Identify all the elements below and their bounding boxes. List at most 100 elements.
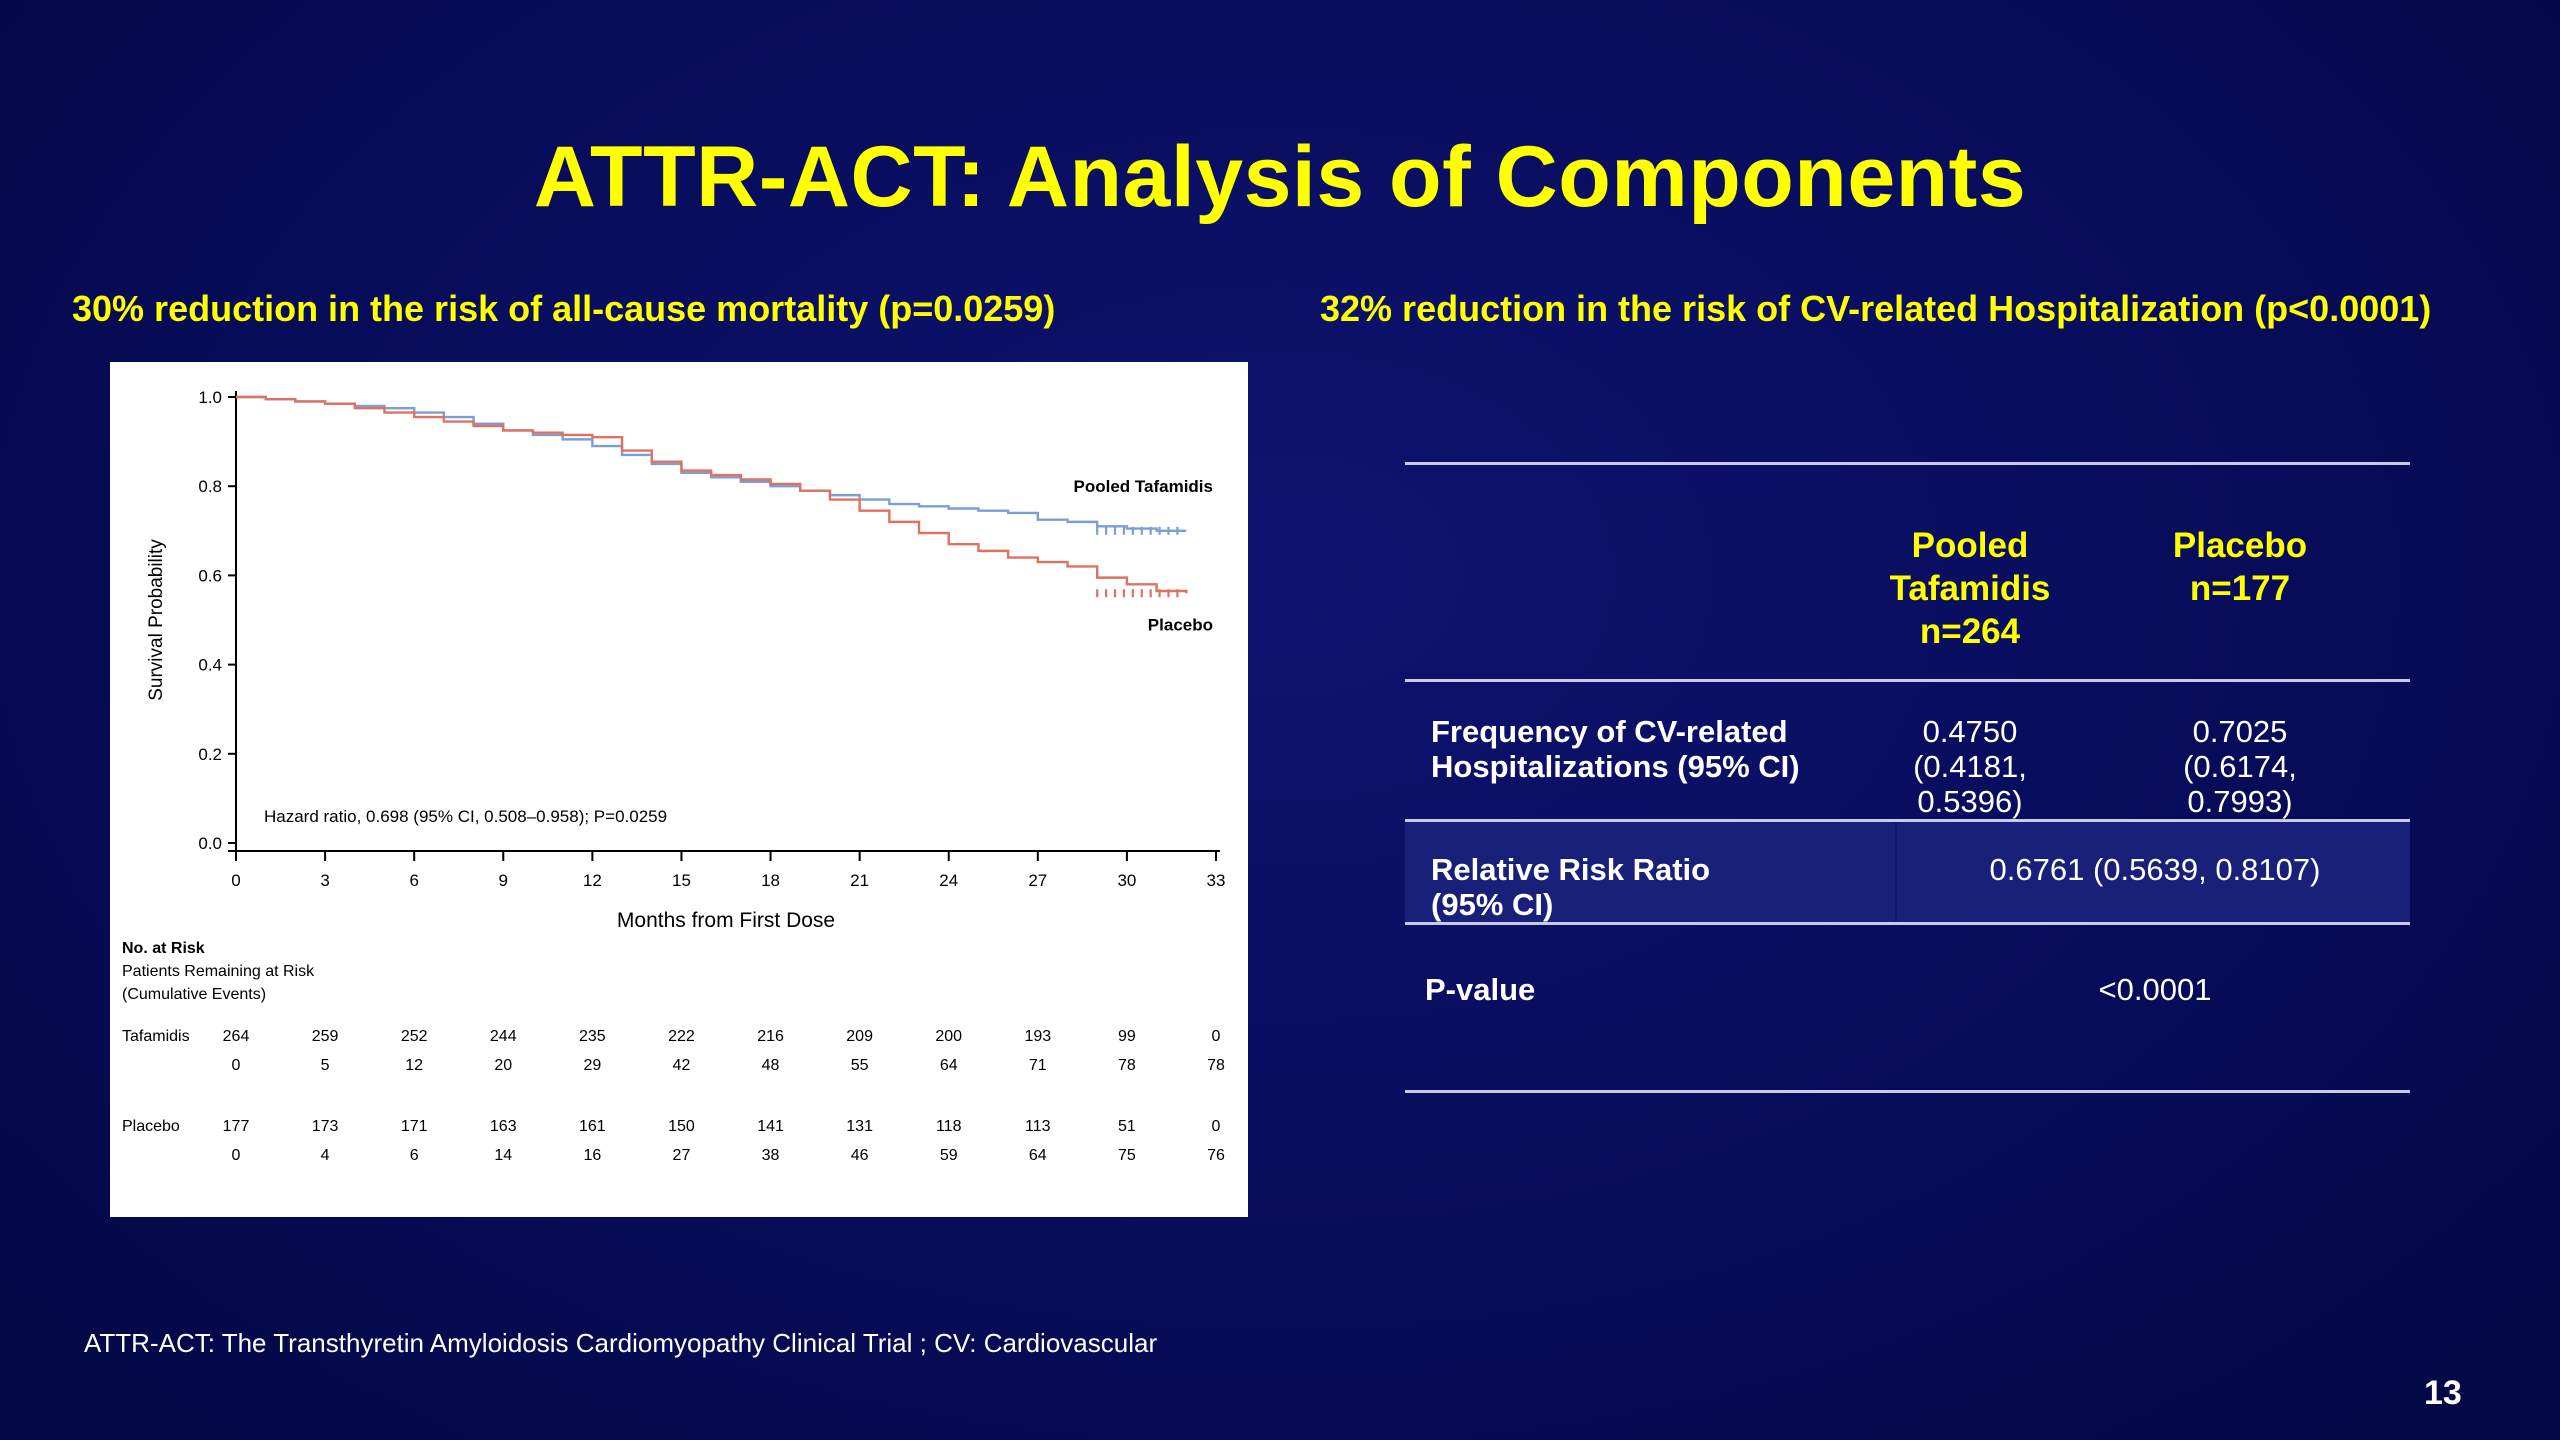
at-risk-events: 78	[1207, 1057, 1225, 1074]
series-line-tafamidis	[236, 395, 1187, 532]
at-risk-subheader-2: (Cumulative Events)	[122, 986, 266, 1003]
at-risk-remaining: 216	[757, 1028, 784, 1045]
freq-taf-value: 0.4750	[1922, 714, 2018, 749]
col-header-tafamidis-line2: Tafamidis	[1889, 569, 2051, 608]
at-risk-events: 5	[321, 1057, 330, 1074]
x-tick-label: 3	[320, 871, 329, 890]
table-header-rule	[1405, 679, 2410, 682]
at-risk-remaining: 163	[490, 1118, 517, 1135]
at-risk-group-label: Placebo	[122, 1118, 180, 1135]
at-risk-events: 42	[673, 1057, 691, 1074]
at-risk-events: 71	[1029, 1057, 1047, 1074]
x-tick-label: 6	[409, 871, 418, 890]
at-risk-events: 46	[851, 1147, 869, 1164]
freq-plc-ci-low: (0.6174,	[2183, 749, 2297, 784]
footnote: ATTR-ACT: The Transthyretin Amyloidosis …	[84, 1328, 1158, 1358]
at-risk-remaining: 222	[668, 1028, 695, 1045]
row-frequency-label-line2: Hospitalizations (95% CI)	[1431, 749, 1800, 784]
rr-row-background	[1405, 820, 2410, 922]
rr-row-divider	[1895, 820, 1897, 922]
row-rr-label-line2: (95% CI)	[1431, 887, 1554, 922]
at-risk-events: 78	[1118, 1057, 1136, 1074]
freq-taf-ci-low: (0.4181,	[1913, 749, 2027, 784]
at-risk-remaining: 177	[223, 1118, 250, 1135]
at-risk-remaining: 193	[1024, 1028, 1051, 1045]
y-tick-label: 0.2	[198, 745, 222, 764]
at-risk-events: 12	[405, 1057, 423, 1074]
km-chart-panel: 0.0 0.2 0.4 0.6 0.8 1.0 0 3 6 9 12 15 18 21 24 27 30 33 Mo…	[110, 362, 1248, 1217]
at-risk-remaining: 150	[668, 1118, 695, 1135]
x-tick-label: 21	[850, 871, 869, 890]
at-risk-remaining: 51	[1118, 1118, 1136, 1135]
freq-plc-value: 0.7025	[2192, 714, 2288, 749]
x-tick-label: 9	[499, 871, 508, 890]
at-risk-events: 0	[232, 1147, 241, 1164]
at-risk-events: 64	[1029, 1147, 1047, 1164]
table-top-rule	[1405, 462, 2410, 465]
y-tick-label: 1.0	[198, 388, 222, 407]
col-header-placebo-line1: Placebo	[2172, 526, 2308, 565]
col-header-placebo: Placebo n=177	[2120, 524, 2360, 610]
at-risk-events: 0	[232, 1057, 241, 1074]
at-risk-events: 6	[410, 1147, 419, 1164]
page-number: 13	[2424, 1374, 2462, 1412]
y-tick-label: 0.0	[198, 834, 222, 853]
slide-title: ATTR-ACT: Analysis of Components	[533, 129, 2027, 225]
x-tick-label: 0	[231, 871, 240, 890]
at-risk-events: 27	[673, 1147, 691, 1164]
at-risk-events: 4	[321, 1147, 330, 1164]
x-tick-label: 33	[1207, 871, 1226, 890]
x-tick-label: 30	[1117, 871, 1136, 890]
at-risk-remaining: 252	[401, 1028, 428, 1045]
at-risk-remaining: 171	[401, 1118, 428, 1135]
table-bottom-rule	[1405, 1090, 2410, 1093]
x-tick-label: 15	[672, 871, 691, 890]
at-risk-remaining: 141	[757, 1118, 784, 1135]
at-risk-remaining: 0	[1212, 1028, 1221, 1045]
at-risk-remaining: 173	[312, 1118, 339, 1135]
subtitle-mortality: 30% reduction in the risk of all-cause m…	[72, 288, 1056, 329]
freq-plc-ci-high: 0.7993)	[2187, 784, 2293, 819]
row-frequency-placebo: 0.7025 (0.6174, 0.7993)	[2120, 714, 2360, 819]
at-risk-remaining: 118	[936, 1118, 962, 1135]
row-frequency-label-line1: Frequency of CV-related	[1431, 714, 1788, 749]
at-risk-events: 64	[940, 1057, 958, 1074]
at-risk-events: 76	[1207, 1147, 1225, 1164]
at-risk-remaining: 113	[1025, 1118, 1051, 1135]
at-risk-remaining: 0	[1212, 1118, 1221, 1135]
y-tick-label: 0.8	[198, 477, 222, 496]
col-header-placebo-line2: n=177	[2189, 569, 2291, 608]
at-risk-remaining: 200	[935, 1028, 962, 1045]
x-axis-title: Months from First Dose	[617, 909, 835, 932]
label-placebo: Placebo	[1148, 615, 1213, 634]
at-risk-remaining: 209	[846, 1028, 873, 1045]
x-tick-label: 24	[939, 871, 958, 890]
hazard-ratio-annotation: Hazard ratio, 0.698 (95% CI, 0.508–0.958…	[264, 807, 667, 826]
at-risk-events: 38	[762, 1147, 780, 1164]
y-tick-label: 0.4	[198, 656, 222, 675]
label-pooled-tafamidis: Pooled Tafamidis	[1074, 477, 1214, 496]
row-rr-label-line1: Relative Risk Ratio	[1431, 852, 1711, 887]
hospitalization-table: Pooled Tafamidis n=264 Placebo n=177 Fre…	[1405, 462, 2410, 1094]
col-header-tafamidis-line1: Pooled	[1911, 526, 2029, 565]
at-risk-remaining: 244	[490, 1028, 517, 1045]
at-risk-group-label: Tafamidis	[122, 1028, 190, 1045]
series-line-placebo	[236, 395, 1188, 594]
at-risk-subheader: Patients Remaining at Risk	[122, 963, 315, 980]
at-risk-remaining: 264	[223, 1028, 250, 1045]
at-risk-remaining: 161	[579, 1118, 606, 1135]
at-risk-events: 16	[583, 1147, 601, 1164]
row-frequency-tafamidis: 0.4750 (0.4181, 0.5396)	[1850, 714, 2090, 819]
x-tick-label: 12	[583, 871, 602, 890]
col-header-tafamidis-line3: n=264	[1919, 612, 2021, 651]
at-risk-events: 75	[1118, 1147, 1136, 1164]
y-axis-title: Survival Probability	[146, 539, 167, 701]
at-risk-events: 14	[494, 1147, 512, 1164]
at-risk-events: 55	[851, 1057, 869, 1074]
table-row-rule-1	[1405, 819, 2410, 822]
table-row-rule-2	[1405, 922, 2410, 925]
x-tick-label: 27	[1028, 871, 1047, 890]
row-pvalue-value: <0.0001	[2098, 972, 2212, 1007]
row-pvalue-label: P-value	[1425, 972, 1536, 1007]
row-frequency-label: Frequency of CV-related Hospitalizations…	[1431, 714, 1800, 784]
